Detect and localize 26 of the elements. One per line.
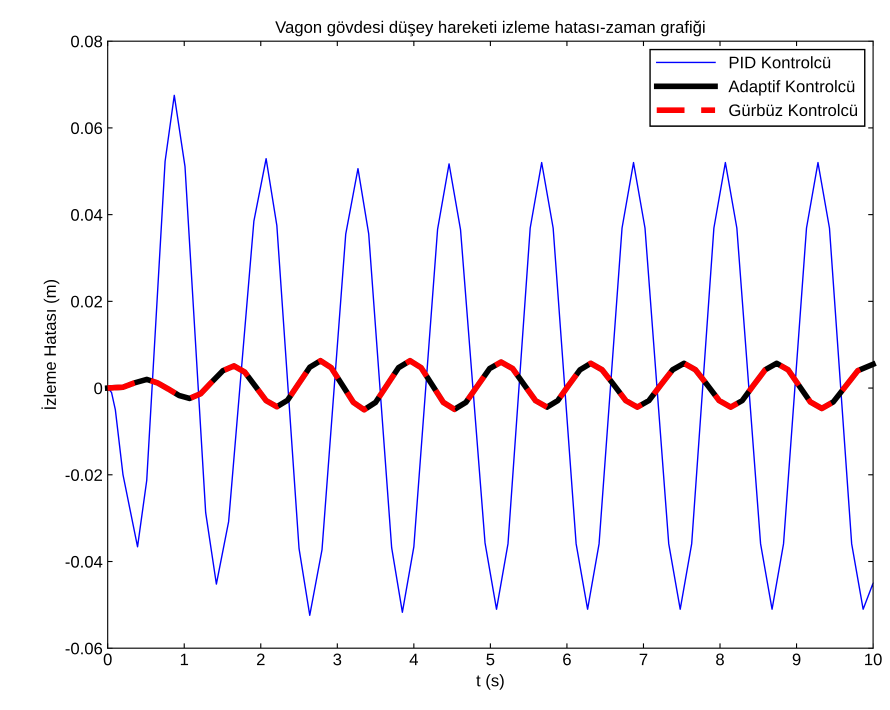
x-tick-label: 6 bbox=[563, 654, 571, 666]
x-tick-label: 0 bbox=[104, 654, 112, 666]
y-tick-label: 0.02 bbox=[71, 296, 102, 308]
x-tick-label: 1 bbox=[180, 654, 188, 666]
x-tick-label: 7 bbox=[640, 654, 648, 666]
x-axis-title: t (s) bbox=[476, 674, 504, 690]
y-tick-label: -0.04 bbox=[66, 556, 102, 568]
x-tick-label: 8 bbox=[716, 654, 724, 666]
y-tick-label: 0.04 bbox=[71, 209, 102, 221]
legend-label: Gürbüz Kontrolcü bbox=[729, 104, 858, 116]
chart-title: Vagon gövdesi düşey hareketi izleme hatası-zaman grafiği bbox=[275, 20, 705, 36]
x-tick-label: 10 bbox=[865, 654, 882, 666]
x-tick-label: 9 bbox=[792, 654, 800, 666]
y-tick-label: -0.06 bbox=[66, 642, 102, 654]
y-tick-label: -0.02 bbox=[66, 469, 102, 481]
y-tick-label: 0.08 bbox=[71, 36, 102, 48]
y-axis-title: İzleme Hatası (m) bbox=[41, 280, 60, 409]
y-tick-label: 0.06 bbox=[71, 122, 102, 134]
x-tick-label: 3 bbox=[333, 654, 342, 666]
x-tick-label: 5 bbox=[486, 654, 494, 666]
line-series bbox=[106, 94, 874, 616]
x-tick-label: 2 bbox=[256, 654, 265, 666]
legend-label: PID Kontrolcü bbox=[730, 56, 830, 68]
legend-label: Adaptif Kontrolcü bbox=[728, 80, 854, 96]
y-tick-label: 0 bbox=[94, 382, 102, 394]
x-tick-label: 4 bbox=[410, 654, 418, 666]
